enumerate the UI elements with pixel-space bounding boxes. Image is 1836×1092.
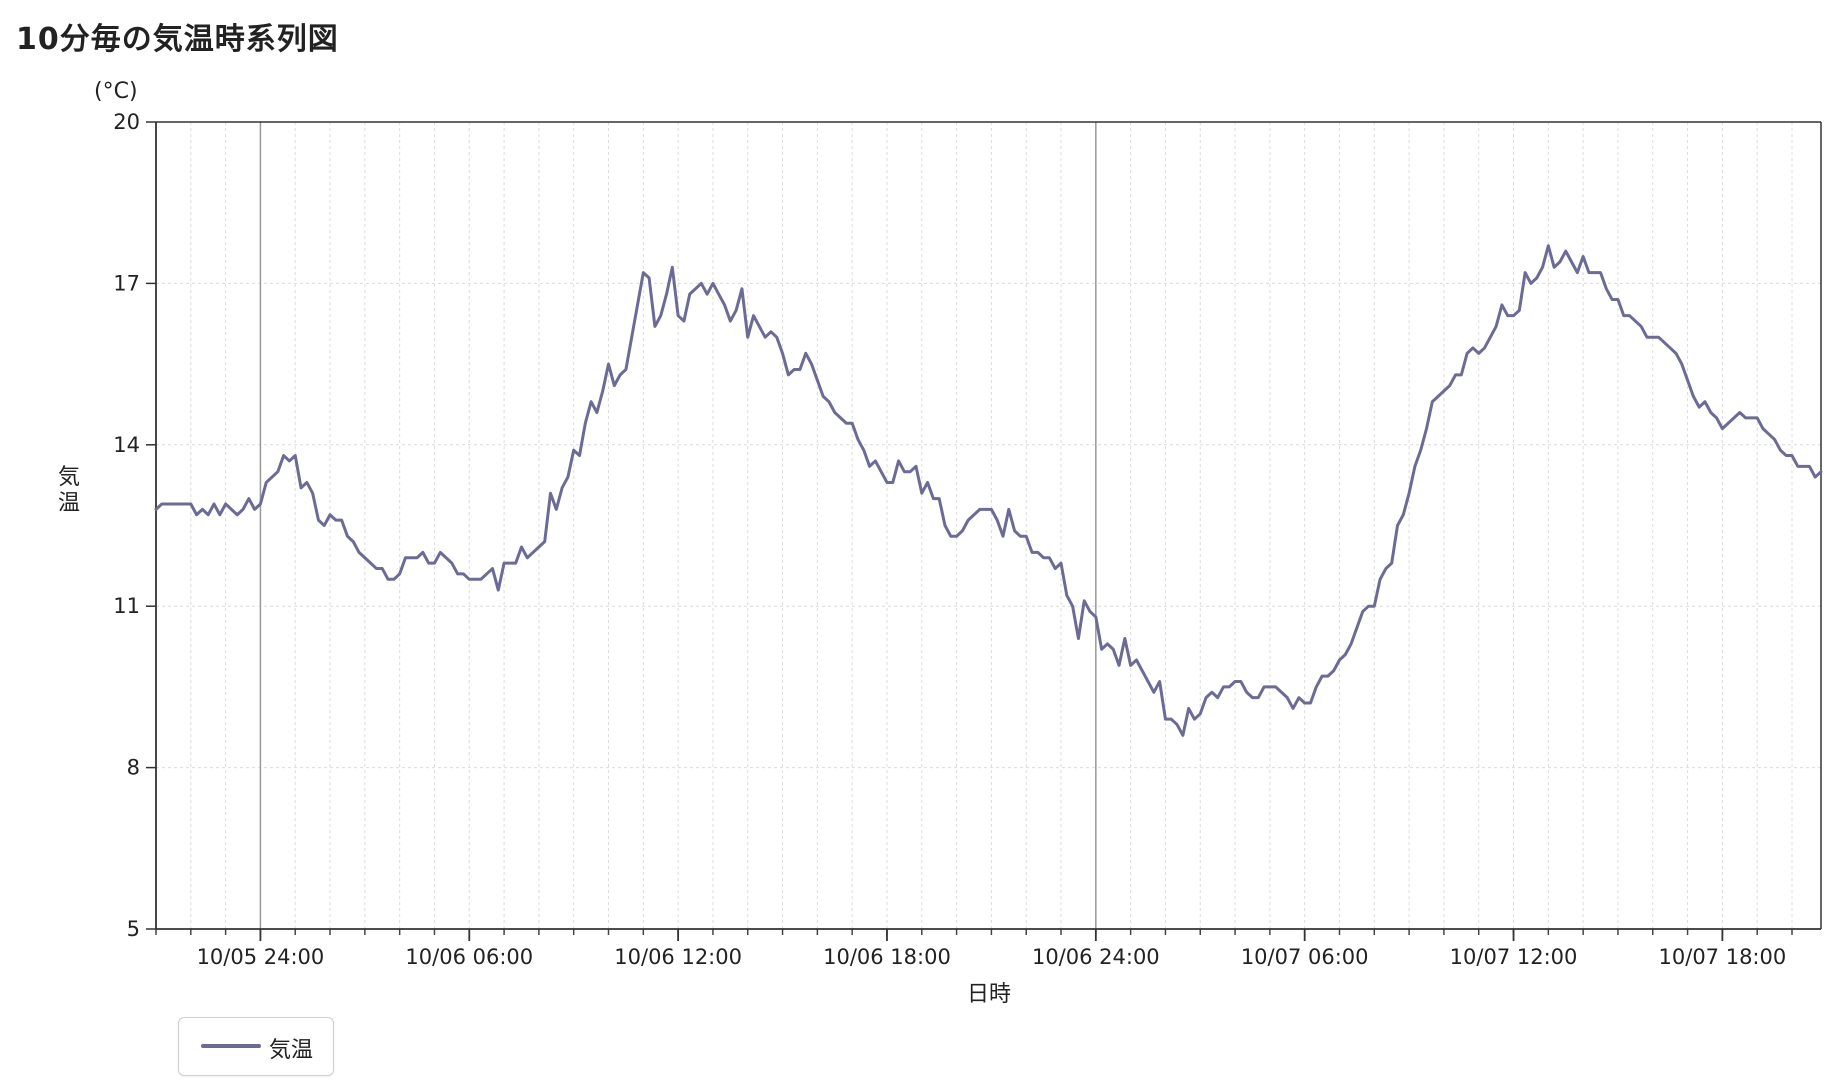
y-axis-title-char: 温	[58, 491, 80, 516]
y-axis-unit: (°C)	[94, 79, 138, 104]
x-axis-title: 日時	[967, 982, 1011, 1007]
legend-label: 気温	[269, 1038, 314, 1063]
legend-swatch	[201, 1044, 261, 1048]
x-tick-label: 10/05 24:00	[197, 945, 325, 969]
temperature-series-line	[154, 244, 1823, 737]
y-tick-label: 17	[113, 271, 140, 295]
grid	[155, 122, 1821, 929]
x-tick-label: 10/06 24:00	[1032, 945, 1160, 969]
chart-title: 10分毎の気温時系列図	[16, 22, 339, 57]
series-layer	[154, 244, 1823, 737]
x-tick-label: 10/07 06:00	[1241, 945, 1369, 969]
y-tick-label: 5	[127, 917, 140, 941]
y-axis-title: 気温	[58, 465, 80, 516]
axes: 5 8 11 14 17 20 10/05 24:00 10/06 06:00 10/06 12…	[113, 110, 1822, 969]
y-tick-label: 20	[113, 110, 140, 134]
x-tick-label: 10/06 12:00	[614, 945, 742, 969]
legend-item-temperature[interactable]: 気温	[178, 1017, 334, 1076]
y-tick-label: 14	[113, 433, 140, 457]
x-tick-label: 10/07 18:00	[1659, 945, 1787, 969]
y-axis-title-char: 気	[58, 465, 80, 490]
y-tick-label: 8	[127, 756, 140, 780]
x-tick-label: 10/06 06:00	[405, 945, 533, 969]
y-tick-label: 11	[113, 594, 140, 618]
x-tick-label: 10/07 12:00	[1450, 945, 1578, 969]
x-tick-label: 10/06 18:00	[823, 945, 951, 969]
